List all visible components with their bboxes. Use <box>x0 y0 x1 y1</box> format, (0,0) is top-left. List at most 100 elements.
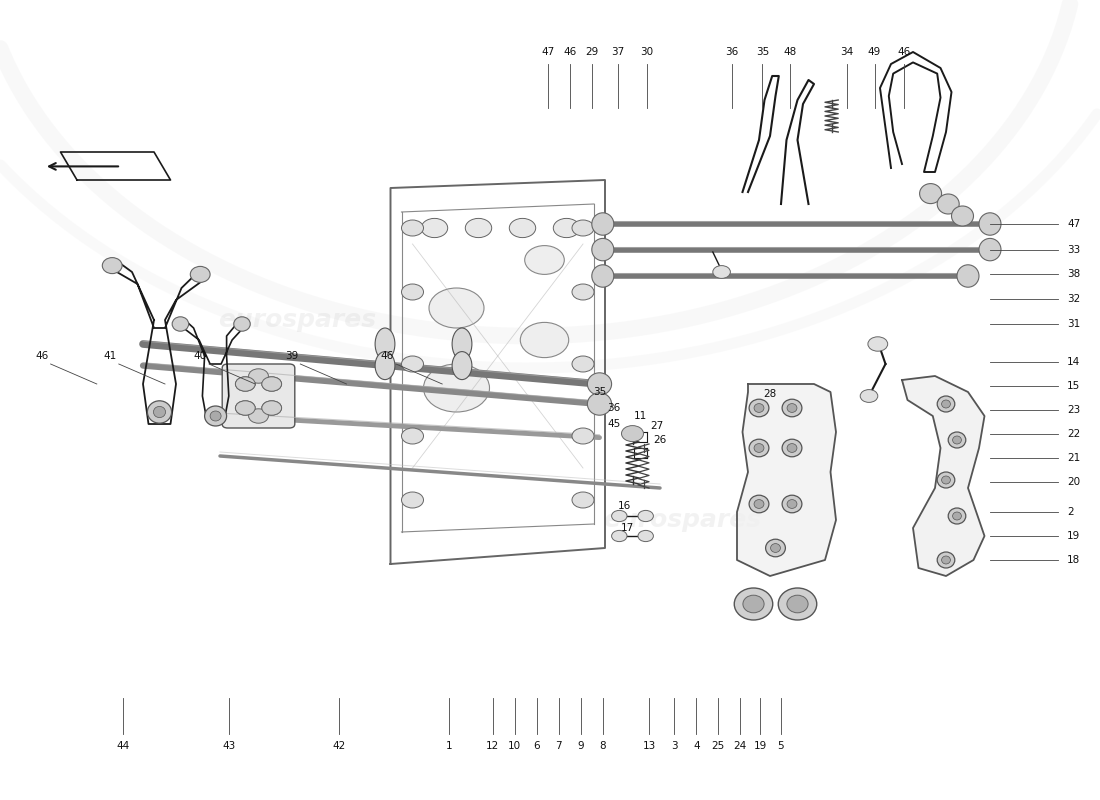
Circle shape <box>235 377 255 391</box>
Text: 32: 32 <box>1067 294 1080 304</box>
Circle shape <box>424 364 490 412</box>
Text: 21: 21 <box>1067 453 1080 462</box>
Text: 22: 22 <box>1067 429 1080 438</box>
Ellipse shape <box>948 508 966 524</box>
Text: 33: 33 <box>1067 245 1080 254</box>
Circle shape <box>572 428 594 444</box>
Text: 27: 27 <box>650 421 663 430</box>
Text: 44: 44 <box>117 741 130 750</box>
Polygon shape <box>902 376 985 576</box>
Circle shape <box>638 510 653 522</box>
Circle shape <box>465 218 492 238</box>
Circle shape <box>713 266 730 278</box>
Text: eurospares: eurospares <box>218 308 376 332</box>
Text: 26: 26 <box>653 435 667 445</box>
Text: 25: 25 <box>712 741 725 750</box>
Ellipse shape <box>587 393 612 415</box>
Ellipse shape <box>153 406 166 418</box>
Ellipse shape <box>172 317 189 331</box>
Ellipse shape <box>937 396 955 412</box>
Text: 46: 46 <box>563 47 576 57</box>
Circle shape <box>402 284 424 300</box>
Text: 49: 49 <box>868 47 881 57</box>
Ellipse shape <box>587 373 612 395</box>
Text: 13: 13 <box>642 741 656 750</box>
Ellipse shape <box>953 436 961 444</box>
Ellipse shape <box>957 265 979 287</box>
Circle shape <box>249 409 268 423</box>
Circle shape <box>553 218 580 238</box>
Text: 10: 10 <box>508 741 521 750</box>
Ellipse shape <box>788 403 798 413</box>
Text: 36: 36 <box>607 403 620 413</box>
Text: 7: 7 <box>556 741 562 750</box>
Text: 12: 12 <box>486 741 499 750</box>
Ellipse shape <box>937 194 959 214</box>
Text: 18: 18 <box>1067 555 1080 565</box>
Ellipse shape <box>782 399 802 417</box>
Circle shape <box>262 377 282 391</box>
Text: 17: 17 <box>620 523 634 533</box>
Ellipse shape <box>779 588 816 620</box>
Text: 6: 6 <box>534 741 540 750</box>
Text: 15: 15 <box>1067 381 1080 390</box>
Ellipse shape <box>788 443 798 452</box>
Ellipse shape <box>749 399 769 417</box>
Ellipse shape <box>592 213 614 235</box>
Ellipse shape <box>749 495 769 513</box>
Text: 46: 46 <box>381 351 394 361</box>
Text: 43: 43 <box>222 741 235 750</box>
Text: 46: 46 <box>35 351 48 361</box>
Text: 35: 35 <box>756 47 769 57</box>
Text: 24: 24 <box>734 741 747 750</box>
Text: 23: 23 <box>1067 405 1080 414</box>
Ellipse shape <box>979 213 1001 235</box>
Text: 1: 1 <box>446 741 452 750</box>
Circle shape <box>572 356 594 372</box>
Ellipse shape <box>755 403 764 413</box>
Ellipse shape <box>742 595 764 613</box>
Text: 46: 46 <box>898 47 911 57</box>
Ellipse shape <box>190 266 210 282</box>
Ellipse shape <box>942 400 950 408</box>
Text: 3: 3 <box>671 741 678 750</box>
Circle shape <box>520 322 569 358</box>
Text: 47: 47 <box>1067 219 1080 229</box>
Text: 35: 35 <box>593 387 606 397</box>
Text: 28: 28 <box>763 389 777 398</box>
Circle shape <box>572 492 594 508</box>
Circle shape <box>262 377 282 391</box>
Circle shape <box>572 220 594 236</box>
Ellipse shape <box>755 443 764 452</box>
Text: eurospares: eurospares <box>603 508 761 532</box>
Circle shape <box>638 530 653 542</box>
Ellipse shape <box>452 328 472 360</box>
Circle shape <box>612 510 627 522</box>
Ellipse shape <box>953 512 961 520</box>
Circle shape <box>402 492 424 508</box>
Text: 9: 9 <box>578 741 584 750</box>
Text: 8: 8 <box>600 741 606 750</box>
Text: 45: 45 <box>607 419 620 429</box>
Ellipse shape <box>766 539 785 557</box>
Circle shape <box>612 530 627 542</box>
Ellipse shape <box>452 351 472 379</box>
Ellipse shape <box>102 258 122 274</box>
Ellipse shape <box>749 439 769 457</box>
Text: 2: 2 <box>1067 507 1074 517</box>
Polygon shape <box>737 384 836 576</box>
Text: 30: 30 <box>640 47 653 57</box>
Ellipse shape <box>147 401 172 423</box>
Circle shape <box>235 401 255 415</box>
Text: 4: 4 <box>693 741 700 750</box>
Text: 16: 16 <box>618 501 631 510</box>
Text: 34: 34 <box>840 47 854 57</box>
Circle shape <box>249 369 268 383</box>
Ellipse shape <box>948 432 966 448</box>
Ellipse shape <box>210 411 221 421</box>
Circle shape <box>621 426 643 442</box>
Ellipse shape <box>942 556 950 564</box>
Ellipse shape <box>755 499 764 509</box>
Circle shape <box>868 337 888 351</box>
Ellipse shape <box>375 351 395 379</box>
